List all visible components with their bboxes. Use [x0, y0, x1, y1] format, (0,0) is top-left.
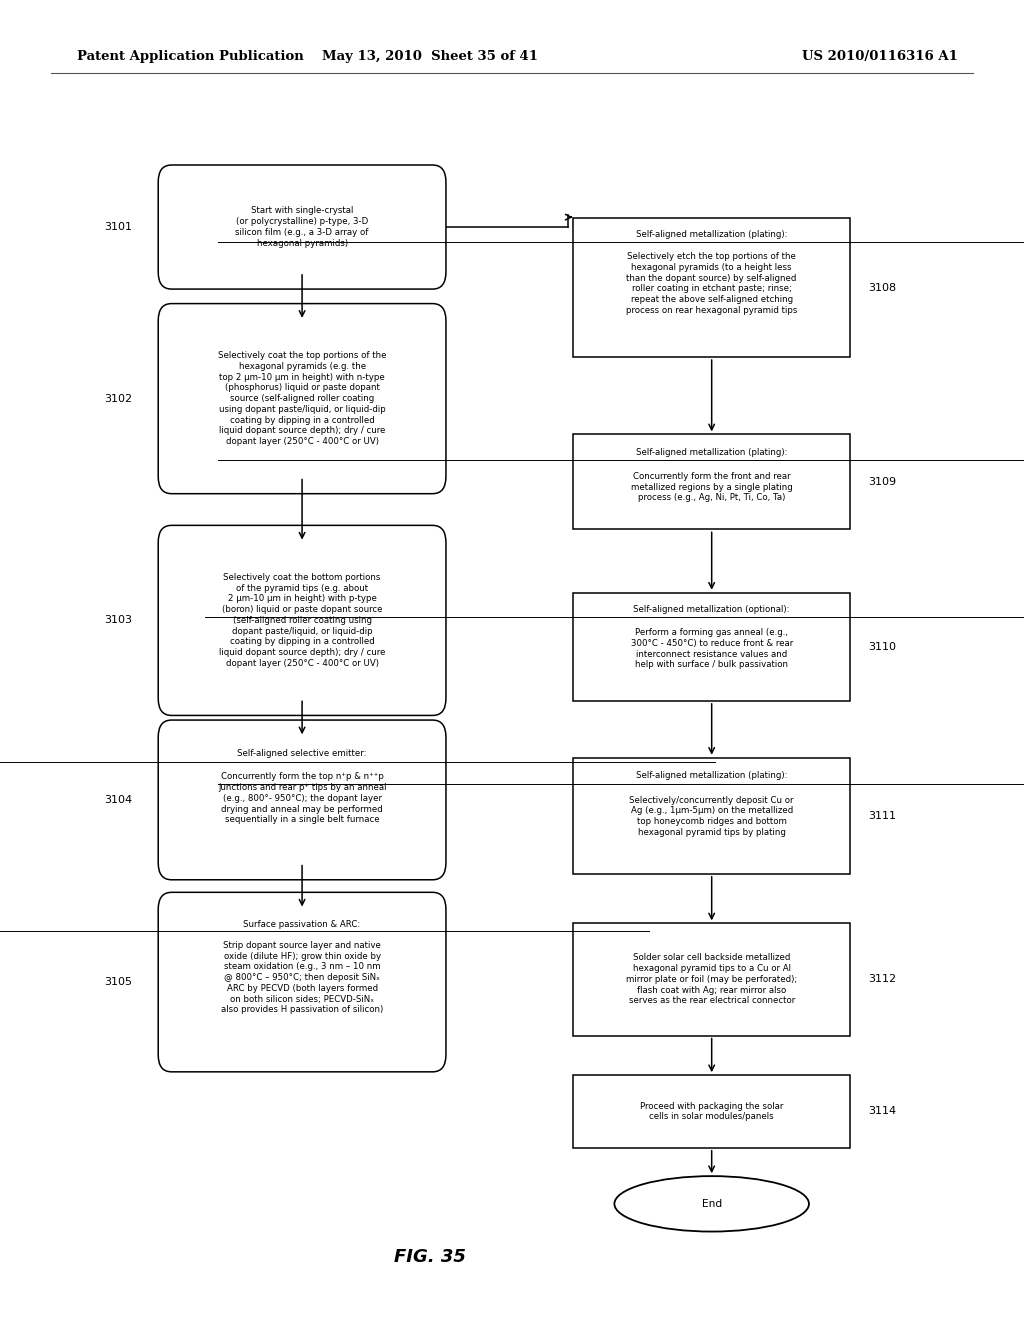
FancyBboxPatch shape: [573, 434, 850, 529]
Text: 3111: 3111: [868, 810, 896, 821]
Text: Self-aligned metallization (plating):: Self-aligned metallization (plating):: [636, 230, 787, 239]
Text: 3104: 3104: [104, 795, 132, 805]
FancyBboxPatch shape: [158, 165, 446, 289]
Text: 3112: 3112: [868, 974, 896, 985]
Text: Self-aligned metallization (plating):: Self-aligned metallization (plating):: [636, 771, 787, 780]
Text: 3108: 3108: [868, 282, 896, 293]
Text: Perform a forming gas anneal (e.g.,
300°C - 450°C) to reduce front & rear
interc: Perform a forming gas anneal (e.g., 300°…: [631, 628, 793, 669]
FancyBboxPatch shape: [158, 304, 446, 494]
Text: Solder solar cell backside metallized
hexagonal pyramid tips to a Cu or Al
mirro: Solder solar cell backside metallized he…: [626, 953, 798, 1006]
FancyBboxPatch shape: [158, 721, 446, 879]
Text: Strip dopant source layer and native
oxide (dilute HF); grow thin oxide by
steam: Strip dopant source layer and native oxi…: [221, 941, 383, 1014]
FancyBboxPatch shape: [573, 218, 850, 356]
Text: Patent Application Publication: Patent Application Publication: [77, 50, 303, 63]
Text: 3103: 3103: [104, 615, 132, 626]
Text: End: End: [701, 1199, 722, 1209]
Text: US 2010/0116316 A1: US 2010/0116316 A1: [802, 50, 957, 63]
Text: Self-aligned metallization (optional):: Self-aligned metallization (optional):: [634, 605, 790, 614]
Text: 3110: 3110: [868, 642, 896, 652]
FancyBboxPatch shape: [158, 892, 446, 1072]
Text: FIG. 35: FIG. 35: [394, 1247, 466, 1266]
Text: Selectively/concurrently deposit Cu or
Ag (e.g., 1μm-5μm) on the metallized
top : Selectively/concurrently deposit Cu or A…: [630, 796, 794, 837]
FancyBboxPatch shape: [573, 1074, 850, 1147]
Text: Self-aligned selective emitter:: Self-aligned selective emitter:: [238, 750, 367, 758]
Text: May 13, 2010  Sheet 35 of 41: May 13, 2010 Sheet 35 of 41: [323, 50, 538, 63]
Text: Concurrently form the top n⁺p & n⁺⁺p
junctions and rear p⁺ tips by an anneal
(e.: Concurrently form the top n⁺p & n⁺⁺p jun…: [218, 772, 386, 824]
FancyBboxPatch shape: [573, 758, 850, 874]
Text: 3114: 3114: [868, 1106, 896, 1117]
Text: 3102: 3102: [104, 393, 132, 404]
Text: Concurrently form the front and rear
metallized regions by a single plating
proc: Concurrently form the front and rear met…: [631, 473, 793, 503]
Text: 3101: 3101: [104, 222, 132, 232]
Text: Surface passivation & ARC:: Surface passivation & ARC:: [244, 920, 360, 929]
Ellipse shape: [614, 1176, 809, 1232]
Text: Selectively coat the bottom portions
of the pyramid tips (e.g. about
2 μm-10 μm : Selectively coat the bottom portions of …: [219, 573, 385, 668]
FancyBboxPatch shape: [158, 525, 446, 715]
Text: Selectively coat the top portions of the
hexagonal pyramids (e.g. the
top 2 μm-1: Selectively coat the top portions of the…: [218, 351, 386, 446]
Text: Start with single-crystal
(or polycrystalline) p-type, 3-D
silicon film (e.g., a: Start with single-crystal (or polycrysta…: [236, 206, 369, 248]
Text: 3105: 3105: [104, 977, 132, 987]
Text: Proceed with packaging the solar
cells in solar modules/panels: Proceed with packaging the solar cells i…: [640, 1102, 783, 1121]
Text: 3109: 3109: [868, 477, 896, 487]
FancyBboxPatch shape: [573, 924, 850, 1035]
Text: Selectively etch the top portions of the
hexagonal pyramids (to a height less
th: Selectively etch the top portions of the…: [626, 252, 798, 315]
FancyBboxPatch shape: [573, 593, 850, 701]
Text: Self-aligned metallization (plating):: Self-aligned metallization (plating):: [636, 447, 787, 457]
